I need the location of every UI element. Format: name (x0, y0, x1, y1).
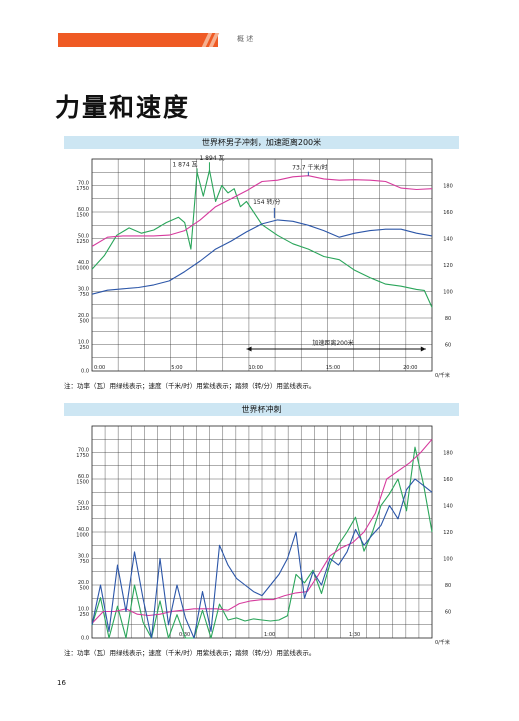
y-tick-label-speed: 40.0 (78, 260, 89, 266)
y-right-tick-label: 140 (443, 237, 453, 243)
x-unit-label: 0/千米 (435, 372, 450, 379)
y-right-tick-label: 160 (443, 210, 453, 216)
accel-arrow-left (246, 346, 252, 352)
series-line-speed (91, 175, 433, 247)
y-tick-label-power: 500 (79, 586, 89, 592)
y-tick-label-speed: 70.0 (78, 181, 89, 187)
series-line-cadence (91, 219, 433, 295)
y-tick-label-speed: 60.0 (78, 207, 89, 213)
header-accent-bar (58, 33, 218, 47)
y-right-tick-label: 60 (445, 343, 451, 349)
peak-power-label-2: 1 894 瓦 (199, 155, 224, 162)
y-right-tick-label: 180 (443, 184, 453, 190)
page-number: 16 (57, 679, 66, 687)
y-right-tick-label: 100 (443, 290, 453, 296)
x-tick-label: 1:00 (264, 632, 275, 638)
y-tick-label-speed: 20.0 (78, 580, 89, 586)
y-tick-label-speed: 0.0 (81, 636, 89, 642)
y-tick-label-power: 1750 (76, 453, 89, 459)
x-tick-label: 15:00 (326, 365, 340, 371)
y-tick-label-speed: 10.0 (78, 607, 89, 613)
series-line-cadence (91, 478, 433, 639)
y-tick-label-power: 1750 (76, 186, 89, 192)
x-tick-label: 0:00 (94, 365, 105, 371)
y-tick-label-power: 500 (79, 319, 89, 325)
series-line-power (91, 446, 433, 639)
peak-power-label-1: 1 874 瓦 (172, 161, 197, 168)
y-tick-label-power: 250 (79, 345, 89, 351)
chart2-title: 世界杯冲刺 (64, 403, 459, 416)
speed-peak-label: 73.7 千米/时 (292, 164, 327, 172)
y-tick-label-power: 750 (79, 559, 89, 565)
chart1-title: 世界杯男子冲刺，加速距离200米 (64, 136, 459, 149)
cadence-peak-label: 154 转/分 (253, 198, 280, 206)
y-tick-label-speed: 70.0 (78, 448, 89, 454)
y-right-tick-label: 100 (443, 557, 453, 563)
y-tick-label-speed: 0.0 (81, 369, 89, 375)
y-right-tick-label: 140 (443, 504, 453, 510)
y-right-tick-label: 160 (443, 477, 453, 483)
y-tick-label-speed: 30.0 (78, 287, 89, 293)
series-line-speed (91, 438, 433, 624)
y-right-tick-label: 80 (445, 583, 451, 589)
y-tick-label-power: 1500 (76, 213, 89, 219)
x-tick-label: 5:00 (171, 365, 182, 371)
series-line-power (91, 169, 433, 308)
y-tick-label-speed: 50.0 (78, 501, 89, 507)
x-unit-label: 0/千米 (435, 639, 450, 646)
chart1-note: 注：功率（瓦）用绿线表示；速度（千米/时）用紫线表示；踏频（转/分）用蓝线表示。 (64, 382, 316, 390)
chart2-note: 注：功率（瓦）用绿线表示；速度（千米/时）用紫线表示；踏频（转/分）用蓝线表示。 (64, 649, 316, 657)
y-tick-label-speed: 50.0 (78, 234, 89, 240)
y-tick-label-speed: 10.0 (78, 340, 89, 346)
y-tick-label-speed: 60.0 (78, 474, 89, 480)
y-tick-label-power: 1250 (76, 506, 89, 512)
y-tick-label-speed: 20.0 (78, 313, 89, 319)
accel-arrow-right (420, 346, 426, 352)
x-tick-label: 1:30 (349, 632, 360, 638)
y-tick-label-speed: 30.0 (78, 554, 89, 560)
y-tick-label-power: 1000 (76, 533, 89, 539)
accel-distance-label: 加速距离200米 (312, 339, 353, 347)
x-tick-label: 10:00 (249, 365, 263, 371)
y-tick-label-power: 1000 (76, 266, 89, 272)
page-title: 力量和速度 (55, 93, 191, 122)
y-tick-label-power: 250 (79, 612, 89, 618)
y-tick-label-power: 1250 (76, 239, 89, 245)
y-tick-label-speed: 40.0 (78, 527, 89, 533)
y-right-tick-label: 120 (443, 263, 453, 269)
y-tick-label-power: 1500 (76, 480, 89, 486)
y-tick-label-power: 750 (79, 292, 89, 298)
section-label: 概 述 (237, 35, 254, 43)
x-tick-label: 20:00 (403, 365, 417, 371)
y-right-tick-label: 80 (445, 316, 451, 322)
y-right-tick-label: 60 (445, 610, 451, 616)
y-right-tick-label: 180 (443, 451, 453, 457)
y-right-tick-label: 120 (443, 530, 453, 536)
